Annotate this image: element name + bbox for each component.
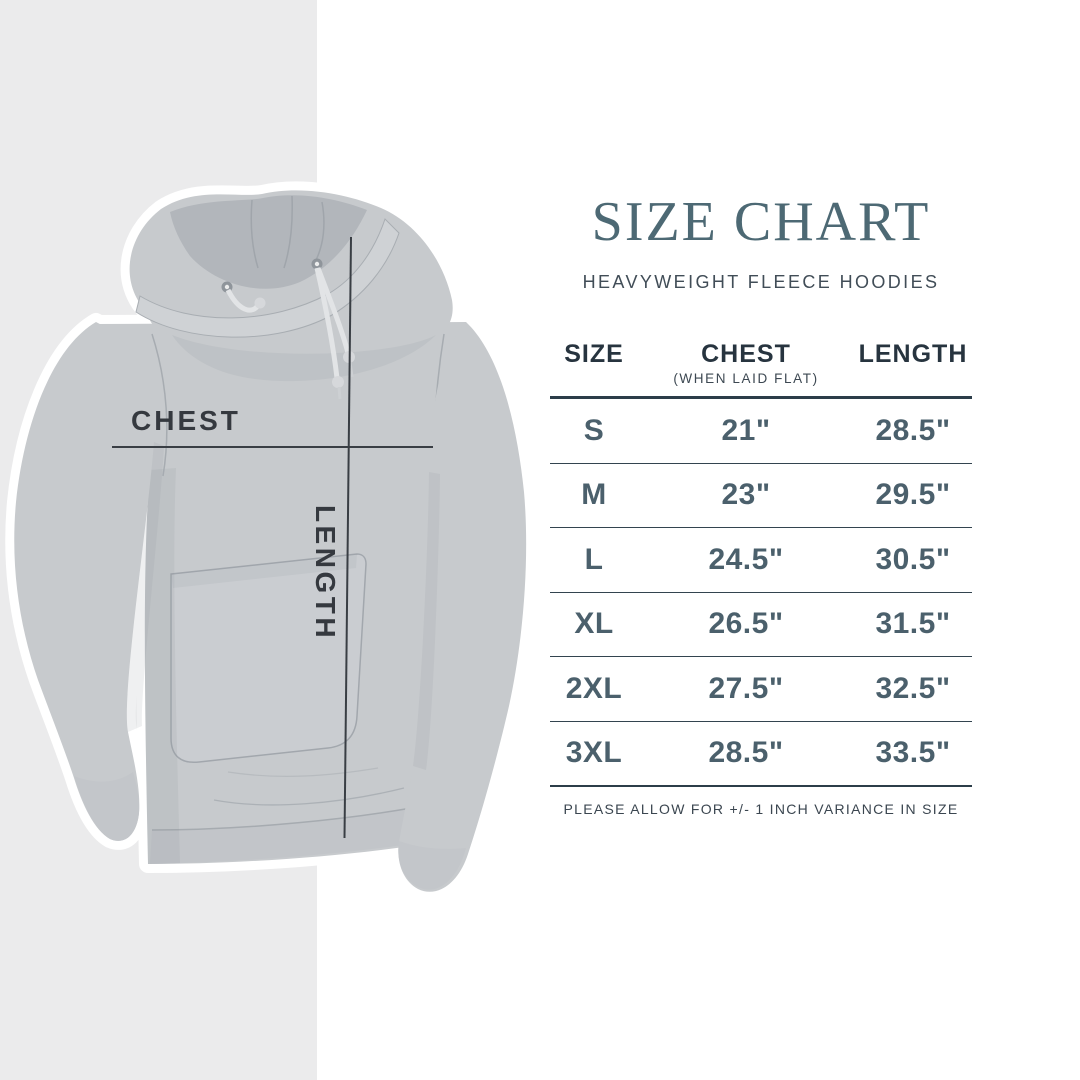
cell-size: XL <box>574 607 614 641</box>
cell-chest: 26.5" <box>708 607 784 641</box>
variance-footnote: PLEASE ALLOW FOR +/- 1 INCH VARIANCE IN … <box>563 801 959 817</box>
table-row-l: L 24.5" 30.5" <box>550 528 972 593</box>
hoodie-photo-illustration <box>5 190 527 892</box>
column-header-length: LENGTH <box>858 340 968 368</box>
cell-size: L <box>584 542 604 576</box>
hoodie-left-sleeve <box>14 322 164 841</box>
cell-length: 31.5" <box>875 607 951 641</box>
page-title: SIZE CHART <box>591 191 931 253</box>
cell-size: 2XL <box>565 671 623 705</box>
cell-length: 30.5" <box>875 542 951 576</box>
cell-chest: 21" <box>721 413 771 447</box>
cell-length: 28.5" <box>875 413 951 447</box>
cell-chest: 24.5" <box>708 542 784 576</box>
hoodie-hood <box>129 190 453 400</box>
cell-chest: 27.5" <box>708 671 784 705</box>
chest-label: CHEST <box>131 405 241 436</box>
size-table: SIZE CHEST LENGTH (WHEN LAID FLAT) S 21"… <box>550 339 972 787</box>
cell-length: 32.5" <box>875 671 951 705</box>
cell-chest: 23" <box>721 478 771 512</box>
cell-size: S <box>583 413 605 447</box>
table-row-3xl: 3XL 28.5" 33.5" <box>550 722 972 787</box>
length-measure-line <box>343 236 352 839</box>
table-row-2xl: 2XL 27.5" 32.5" <box>550 657 972 722</box>
page-subtitle: HEAVYWEIGHT FLEECE HOODIES <box>582 272 940 292</box>
cell-size: 3XL <box>565 736 623 770</box>
size-chart-panel: SIZE CHART HEAVYWEIGHT FLEECE HOODIES SI… <box>550 0 972 1080</box>
column-header-chest: CHEST <box>701 340 791 368</box>
table-row-xl: XL 26.5" 31.5" <box>550 593 972 657</box>
column-header-size: SIZE <box>564 340 624 368</box>
chest-note: (WHEN LAID FLAT) <box>673 371 819 386</box>
cell-size: M <box>581 478 607 512</box>
table-row-s: S 21" 28.5" <box>550 399 972 464</box>
size-table-header: SIZE CHEST LENGTH (WHEN LAID FLAT) <box>550 339 972 399</box>
table-row-m: M 23" 29.5" <box>550 464 972 528</box>
cell-length: 33.5" <box>875 736 951 770</box>
measurement-lines <box>112 236 433 839</box>
cell-length: 29.5" <box>875 478 951 512</box>
hoodie-right-sleeve <box>398 322 527 892</box>
cell-chest: 28.5" <box>708 736 784 770</box>
length-label: LENGTH <box>310 504 341 642</box>
